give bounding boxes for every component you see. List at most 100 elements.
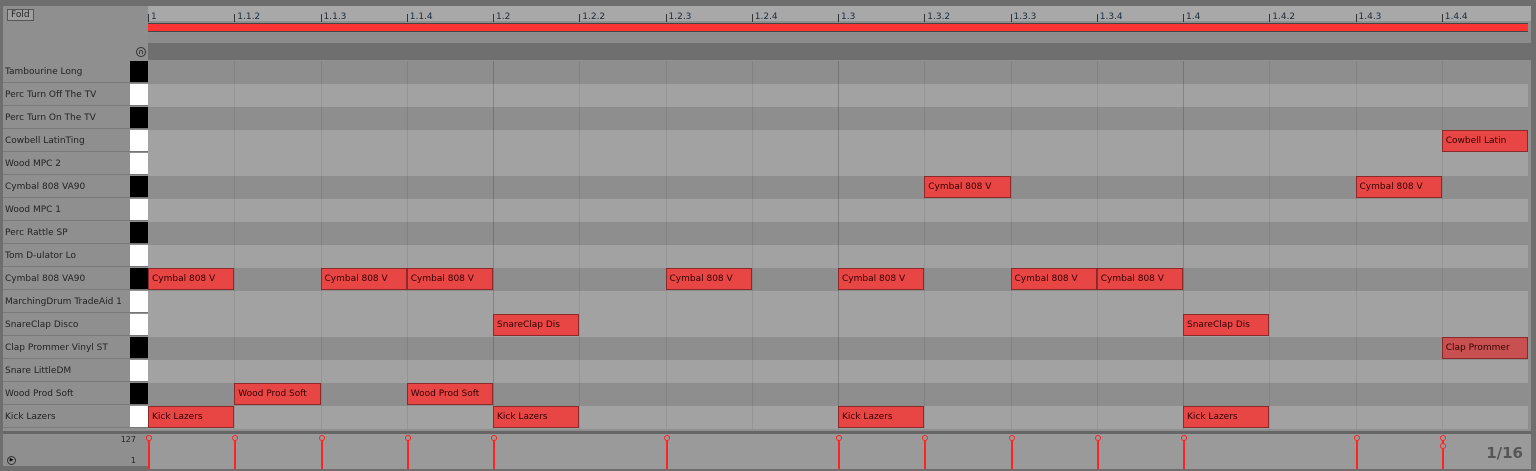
velocity-handle[interactable] — [1008, 435, 1015, 441]
fold-button[interactable]: Fold — [7, 9, 34, 21]
velocity-handle[interactable] — [922, 435, 929, 441]
velocity-marker[interactable] — [836, 435, 842, 469]
velocity-handle[interactable] — [491, 435, 497, 441]
velocity-marker[interactable] — [1094, 435, 1101, 469]
drum-pad-label[interactable]: Perc Turn Off The TV — [3, 84, 130, 106]
loop-brace[interactable] — [148, 23, 1528, 32]
piano-key[interactable] — [130, 383, 148, 405]
drum-pad-label[interactable]: Cowbell LatinTing — [3, 130, 130, 152]
piano-key[interactable] — [130, 337, 148, 359]
note-lane[interactable]: Cymbal 808 V Cymbal 808 V Cymbal 808 V Cymb… — [148, 268, 1528, 291]
note-lane[interactable]: Cowbell Latin — [148, 130, 1528, 153]
velocity-marker[interactable] — [404, 435, 411, 469]
drum-pad-label[interactable]: Clap Prommer Vinyl ST — [3, 337, 130, 359]
velocity-handle[interactable] — [404, 435, 411, 441]
velocity-marker[interactable] — [318, 435, 325, 469]
midi-note[interactable]: Cymbal 808 V — [1096, 268, 1183, 290]
velocity-marker[interactable] — [491, 435, 497, 469]
note-lane[interactable] — [148, 199, 1528, 222]
midi-note[interactable]: Cymbal 808 V — [665, 268, 752, 290]
midi-note[interactable]: Cowbell Latin — [1441, 130, 1528, 152]
midi-note[interactable]: Cymbal 808 V — [1010, 268, 1097, 290]
drum-pad-label[interactable]: Cymbal 808 VA90 — [3, 268, 130, 290]
note-lane[interactable]: Cymbal 808 V Cymbal 808 V — [148, 176, 1528, 199]
drum-pad-label[interactable]: Cymbal 808 VA90 — [3, 176, 130, 198]
drum-pad-label[interactable]: Wood Prod Soft — [3, 383, 130, 405]
velocity-marker[interactable] — [1439, 442, 1446, 469]
note-lane[interactable] — [148, 153, 1528, 176]
drum-pad-label[interactable]: Perc Rattle SP — [3, 222, 130, 244]
piano-key[interactable] — [130, 291, 148, 313]
piano-key[interactable] — [130, 84, 148, 106]
note-lane[interactable] — [148, 84, 1528, 107]
velocity-marker[interactable] — [1353, 435, 1360, 469]
midi-note[interactable]: Cymbal 808 V — [1355, 176, 1442, 198]
midi-note[interactable]: Clap Prommer — [1441, 337, 1528, 359]
piano-key[interactable] — [130, 314, 148, 336]
piano-key[interactable] — [130, 199, 148, 221]
drum-pad-label[interactable]: Tambourine Long — [3, 61, 130, 83]
start-end-markers[interactable] — [148, 33, 1531, 43]
drum-pad-label[interactable]: Tom D-ulator Lo — [3, 245, 130, 267]
velocity-handle[interactable] — [1094, 435, 1101, 441]
velocity-handle[interactable] — [146, 435, 152, 441]
note-lane[interactable] — [148, 107, 1528, 130]
velocity-marker[interactable] — [146, 435, 152, 469]
midi-note[interactable]: Kick Lazers — [1183, 406, 1270, 428]
midi-note[interactable]: Cymbal 808 V — [320, 268, 407, 290]
velocity-handle[interactable] — [232, 435, 239, 441]
velocity-handle[interactable] — [836, 435, 842, 441]
note-lane[interactable] — [148, 61, 1528, 84]
velocity-lane[interactable] — [146, 434, 1531, 469]
drum-pad-label[interactable]: MarchingDrum TradeAid 1 — [3, 291, 130, 313]
midi-note[interactable]: SnareClap Dis — [1183, 314, 1270, 336]
velocity-marker[interactable] — [1008, 435, 1015, 469]
piano-key[interactable] — [130, 268, 148, 290]
velocity-handle[interactable] — [1439, 442, 1446, 449]
midi-note[interactable]: Cymbal 808 V — [406, 268, 493, 290]
expand-velocity-icon[interactable]: ▶ — [7, 456, 16, 465]
piano-key[interactable] — [130, 245, 148, 267]
velocity-marker[interactable] — [663, 435, 670, 469]
piano-key[interactable] — [130, 130, 148, 152]
note-lane[interactable] — [148, 360, 1528, 383]
midi-note[interactable]: Kick Lazers — [493, 406, 580, 428]
midi-note[interactable]: Wood Prod Soft — [234, 383, 321, 405]
drum-pad-label[interactable]: Kick Lazers — [3, 406, 130, 428]
midi-note[interactable]: Wood Prod Soft — [406, 383, 493, 405]
velocity-handle[interactable] — [318, 435, 325, 441]
velocity-handle[interactable] — [1439, 435, 1446, 441]
note-lane[interactable] — [148, 245, 1528, 268]
headphones-icon[interactable]: ∩ — [136, 47, 146, 57]
piano-key[interactable] — [130, 61, 148, 83]
velocity-handle[interactable] — [663, 435, 670, 441]
piano-key[interactable] — [130, 222, 148, 244]
note-lane[interactable]: SnareClap Dis SnareClap Dis — [148, 314, 1528, 337]
piano-key[interactable] — [130, 176, 148, 198]
velocity-marker[interactable] — [232, 435, 239, 469]
drum-pad-label[interactable]: Wood MPC 2 — [3, 153, 130, 175]
drum-pad-label[interactable]: Perc Turn On The TV — [3, 107, 130, 129]
velocity-handle[interactable] — [1181, 435, 1187, 441]
velocity-marker[interactable] — [1181, 435, 1187, 469]
grid-quantization[interactable]: 1/16 — [1486, 444, 1523, 462]
midi-note[interactable]: Kick Lazers — [148, 406, 235, 428]
note-lane[interactable]: Wood Prod Soft Wood Prod Soft — [148, 383, 1528, 406]
drum-pad-label[interactable]: SnareClap Disco — [3, 314, 130, 336]
velocity-handle[interactable] — [1353, 435, 1360, 441]
scrub-area[interactable] — [148, 43, 1531, 60]
note-lane[interactable] — [148, 291, 1528, 314]
midi-note[interactable]: Kick Lazers — [838, 406, 925, 428]
piano-key[interactable] — [130, 360, 148, 382]
piano-key[interactable] — [130, 406, 148, 428]
drum-pad-label[interactable]: Snare LittleDM — [3, 360, 130, 382]
note-lane[interactable]: Clap Prommer — [148, 337, 1528, 360]
drum-pad-label[interactable]: Wood MPC 1 — [3, 199, 130, 221]
note-lane[interactable] — [148, 222, 1528, 245]
midi-note[interactable]: Cymbal 808 V — [148, 268, 235, 290]
timeline-ruler[interactable]: 1 1.1.2 1.1.3 1.1.4 1.2 1.2.2 1.2.3 1.2.4 1.3 1.3… — [148, 6, 1531, 61]
velocity-marker[interactable] — [922, 435, 929, 469]
midi-note[interactable]: SnareClap Dis — [493, 314, 580, 336]
note-lane[interactable]: Kick Lazers Kick Lazers Kick Lazers Kick La… — [148, 406, 1528, 429]
midi-note[interactable]: Cymbal 808 V — [924, 176, 1011, 198]
